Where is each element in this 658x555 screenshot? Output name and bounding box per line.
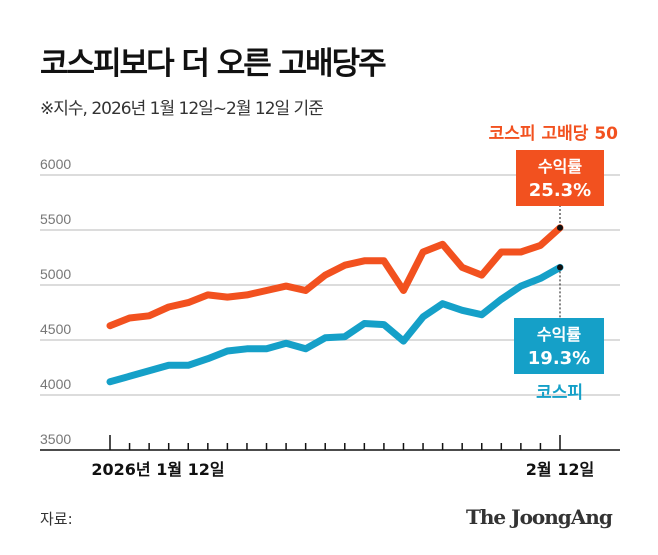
return-badge-kospi-high-dividend [516, 150, 604, 206]
source-label: 자료: [40, 510, 73, 528]
series-line-kospi [106, 263, 564, 386]
x-tick-label: 2026년 1월 12일 [91, 460, 224, 479]
x-tick-label: 2월 12일 [526, 460, 594, 479]
end-point-marker [557, 224, 563, 231]
return-badge-kospi [514, 318, 604, 374]
y-tick-label: 6000 [40, 156, 71, 172]
series-line-kospi-high-dividend [106, 224, 564, 330]
y-tick-label: 5500 [40, 211, 71, 227]
return-label: 수익률 [538, 157, 582, 176]
y-tick-label: 5000 [40, 266, 71, 282]
y-tick-label: 4000 [40, 376, 71, 392]
return-label: 수익률 [537, 325, 581, 344]
series-label-kospi: 코스피 [536, 383, 583, 403]
series-label-kospi-high-dividend: 코스피 고배당 50 [489, 124, 619, 144]
publisher-logo: The JoongAng [466, 505, 613, 529]
chart-title: 코스피보다 더 오른 고배당주 [40, 46, 387, 82]
return-value: 25.3% [529, 180, 591, 201]
chart-subtitle: ※지수, 2026년 1월 12일~2월 12일 기준 [40, 99, 324, 119]
y-tick-label: 4500 [40, 321, 71, 337]
y-tick-label: 3500 [40, 431, 71, 447]
return-value: 19.3% [528, 348, 590, 369]
